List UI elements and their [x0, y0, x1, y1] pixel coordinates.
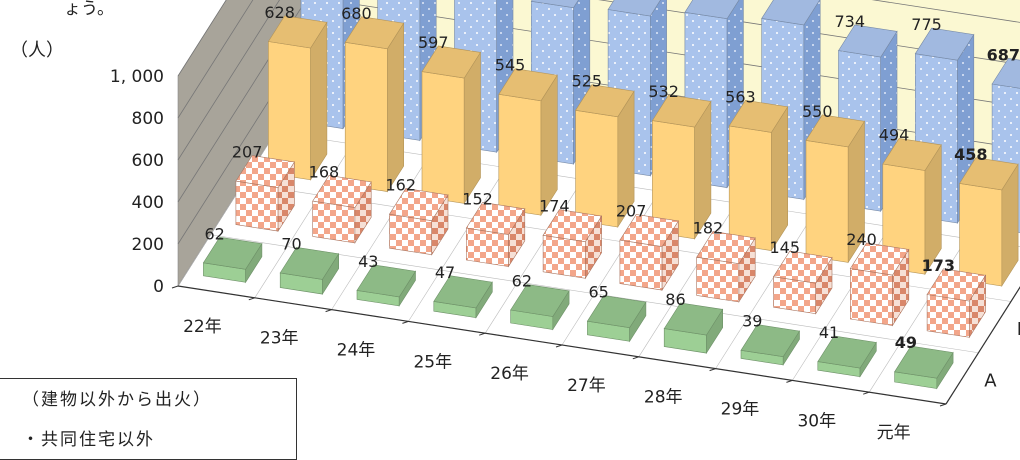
bar-front — [345, 42, 387, 191]
y-axis-label: （人） — [10, 40, 64, 61]
data-label: 734 — [834, 12, 865, 31]
data-label: 86 — [665, 290, 685, 309]
data-label: 70 — [281, 234, 301, 253]
x-tick — [940, 404, 946, 406]
data-label: 174 — [539, 197, 570, 216]
data-label: 494 — [879, 125, 910, 144]
data-label: 152 — [462, 190, 493, 209]
data-label: 62 — [512, 271, 532, 290]
x-tick-label: 28年 — [644, 388, 683, 408]
y-tick-label: 1, 000 — [110, 67, 164, 87]
data-label: 563 — [725, 87, 756, 106]
bar-B-8 — [850, 243, 909, 326]
data-label: 162 — [385, 176, 416, 195]
x-tick-label: 30年 — [797, 411, 836, 431]
x-tick — [556, 345, 562, 347]
bar-front — [927, 295, 969, 338]
data-label: 775 — [911, 15, 942, 34]
y-tick-label: 200 — [132, 235, 164, 255]
x-tick — [402, 321, 408, 323]
data-label: 182 — [693, 219, 724, 238]
bar-C-6 — [729, 100, 788, 250]
x-tick — [786, 380, 792, 382]
x-tick-label: 25年 — [413, 352, 452, 372]
x-tick — [863, 392, 869, 394]
bar-C-1 — [345, 17, 404, 192]
x-tick-label: 24年 — [337, 341, 376, 361]
bar-front — [576, 110, 618, 227]
data-label: 207 — [616, 202, 647, 221]
data-label: 550 — [802, 102, 833, 121]
bar-front — [543, 235, 585, 278]
data-label: 207 — [232, 143, 263, 162]
legend-note-line-1: （建物以外から出火） — [22, 385, 212, 410]
data-label: 65 — [588, 283, 608, 302]
bar-front — [390, 214, 432, 255]
data-label: 49 — [895, 333, 917, 352]
data-label: 62 — [204, 224, 224, 243]
bar-side — [311, 22, 327, 180]
data-label: 597 — [418, 33, 449, 52]
x-tick — [710, 369, 716, 371]
x-tick-label: 23年 — [260, 329, 299, 349]
bar-C-9 — [960, 158, 1019, 286]
x-tick — [172, 286, 178, 288]
data-label: 41 — [819, 323, 839, 342]
x-tick-label: 29年 — [721, 400, 760, 420]
bar-front — [850, 269, 892, 326]
data-label: 43 — [358, 252, 378, 271]
x-tick-label: 26年 — [490, 364, 529, 384]
data-label: 145 — [769, 238, 800, 257]
x-tick — [249, 298, 255, 300]
y-tick-label: 800 — [132, 109, 164, 129]
data-label: 680 — [341, 4, 372, 23]
bar-side — [387, 23, 403, 191]
data-label: 240 — [846, 230, 877, 249]
data-label: 532 — [648, 82, 679, 101]
data-label: 628 — [264, 3, 295, 22]
legend-note-box: （建物以外から出火） ・共同住宅以外 — [0, 378, 297, 460]
legend-note-line-2: ・共同住宅以外 — [22, 425, 155, 450]
bar-C-3 — [499, 69, 558, 216]
x-tick — [326, 310, 332, 312]
bar-side — [464, 52, 480, 203]
bar-front — [313, 201, 355, 243]
bar-front — [236, 181, 278, 231]
data-label: 47 — [435, 263, 455, 282]
y-tick-label: 0 — [153, 277, 164, 297]
bar-front — [729, 126, 771, 251]
bar-front — [499, 94, 541, 215]
bar-front — [806, 140, 848, 262]
data-label: 545 — [495, 56, 526, 75]
bar-front — [422, 72, 464, 204]
bar-front — [620, 240, 662, 290]
data-label: 525 — [572, 72, 603, 91]
x-tick — [479, 333, 485, 335]
bar-front — [960, 183, 1002, 286]
data-label: 39 — [742, 312, 762, 331]
y-tick-label: 400 — [132, 193, 164, 213]
series-label: A — [984, 370, 997, 391]
bar-B-0 — [236, 156, 295, 232]
bar-C-5 — [652, 95, 711, 239]
bar-front — [697, 257, 739, 302]
bar-C-0 — [268, 16, 327, 180]
bar-C-2 — [422, 46, 481, 204]
data-label: 687 — [987, 45, 1020, 64]
data-label: 458 — [954, 145, 987, 164]
x-tick-label: 27年 — [567, 376, 606, 396]
x-tick-label: 22年 — [183, 317, 222, 337]
bar-B-5 — [620, 215, 679, 291]
y-tick-label: 600 — [132, 151, 164, 171]
x-tick-label: 元年 — [877, 423, 911, 443]
data-label: 168 — [309, 163, 340, 182]
data-label: 173 — [922, 256, 955, 275]
x-tick — [633, 357, 639, 359]
